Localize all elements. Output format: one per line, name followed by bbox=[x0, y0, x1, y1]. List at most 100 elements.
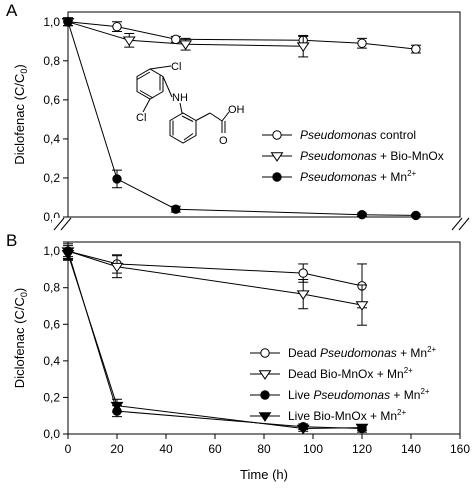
data-point bbox=[298, 268, 308, 278]
break-slash bbox=[60, 217, 72, 231]
y-tick-label: 0,6 bbox=[43, 317, 60, 331]
data-point bbox=[296, 290, 310, 300]
bond bbox=[209, 112, 223, 122]
legend-item: Dead Pseudomonas + Mn2+ bbox=[250, 345, 437, 360]
double-bond bbox=[183, 133, 194, 141]
x-tick-label: 140 bbox=[401, 442, 421, 456]
axis-break bbox=[52, 217, 472, 231]
bond bbox=[221, 111, 230, 122]
series-line bbox=[67, 21, 416, 50]
data-point bbox=[110, 262, 124, 273]
y-tick-label: 0,8 bbox=[43, 54, 60, 68]
bond bbox=[149, 65, 172, 70]
series-0 bbox=[63, 17, 421, 54]
data-point bbox=[357, 209, 367, 220]
series-2 bbox=[63, 245, 367, 434]
y-axis-title: Diclofenac (C/C0) bbox=[12, 288, 29, 388]
data-point bbox=[171, 204, 181, 214]
data-point bbox=[296, 42, 310, 53]
panel-label: B bbox=[6, 231, 17, 250]
y-tick-label: 1,0 bbox=[43, 15, 60, 29]
bond bbox=[179, 102, 183, 114]
legend-item: Live Pseudomonas + Mn2+ bbox=[250, 387, 430, 402]
data-point bbox=[355, 423, 369, 434]
data-point bbox=[171, 34, 181, 45]
legend-item: Dead Bio-MnOx + Mn2+ bbox=[250, 366, 413, 381]
y-tick-label: 1,0 bbox=[43, 244, 60, 258]
legend-label: Dead Bio-MnOx + Mn2+ bbox=[288, 366, 413, 381]
atom-label: O bbox=[219, 135, 228, 147]
x-axis-title: Time (h) bbox=[240, 467, 288, 482]
legend-marker bbox=[272, 172, 282, 182]
legend-item: Pseudomonas control bbox=[262, 128, 416, 142]
double-bond bbox=[181, 115, 194, 122]
legend-marker bbox=[272, 130, 282, 140]
series-line bbox=[67, 250, 363, 306]
data-point bbox=[63, 17, 73, 27]
series-0 bbox=[63, 243, 367, 309]
legend-label: Pseudomonas + Mn2+ bbox=[300, 169, 417, 184]
break-slash bbox=[53, 217, 65, 231]
panel-label: A bbox=[6, 1, 18, 20]
series-line bbox=[67, 21, 416, 216]
data-point bbox=[296, 424, 310, 435]
legend-marker bbox=[258, 412, 272, 422]
bond bbox=[162, 76, 173, 98]
x-tick-label: 160 bbox=[450, 442, 470, 456]
x-tick-label: 0 bbox=[65, 442, 72, 456]
x-tick-label: 20 bbox=[110, 442, 124, 456]
panel-b: B 0,0 0,2 0,4 0,6 0,8 1,0 Diclofenac (C/C0) 0 20 4… bbox=[6, 231, 470, 482]
series-2 bbox=[63, 17, 421, 221]
y-tick-label: 0,6 bbox=[43, 93, 60, 107]
x-tick-label: 60 bbox=[208, 442, 222, 456]
series-1 bbox=[61, 241, 369, 326]
data-point bbox=[357, 38, 367, 48]
data-point bbox=[112, 21, 122, 32]
data-point bbox=[411, 44, 421, 54]
series-line bbox=[67, 253, 363, 430]
x-tick-label: 120 bbox=[352, 442, 372, 456]
series-line bbox=[67, 21, 304, 47]
ring bbox=[136, 68, 164, 100]
y-tick-label: 0,2 bbox=[43, 171, 60, 185]
double-bond bbox=[136, 71, 151, 80]
atom-label: Cl bbox=[171, 61, 181, 73]
atom-label: Cl bbox=[136, 112, 146, 124]
data-point bbox=[179, 40, 193, 51]
atom-label: OH bbox=[228, 104, 245, 116]
data-point bbox=[61, 250, 75, 260]
x-tick-label: 40 bbox=[159, 442, 173, 456]
plot-frame bbox=[67, 11, 461, 218]
break-slash bbox=[458, 217, 470, 231]
ring bbox=[169, 112, 197, 144]
legend-label: Live Bio-MnOx + Mn2+ bbox=[288, 408, 406, 423]
series-3 bbox=[61, 247, 369, 435]
series-1 bbox=[61, 17, 310, 58]
legend-item: Pseudomonas + Bio-MnOx bbox=[262, 149, 444, 163]
legend-item: Live Bio-MnOx + Mn2+ bbox=[250, 408, 406, 423]
data-point bbox=[355, 301, 369, 311]
legend-label: Pseudomonas + Bio-MnOx bbox=[300, 149, 444, 163]
legend-marker bbox=[258, 370, 272, 380]
y-tick-label: 0,4 bbox=[43, 354, 60, 368]
legend-marker bbox=[260, 348, 270, 358]
y-axis-title: Diclofenac (C/C0) bbox=[12, 64, 29, 164]
legend-label: Pseudomonas control bbox=[300, 128, 416, 142]
legend-label: Live Pseudomonas + Mn2+ bbox=[288, 387, 430, 402]
y-tick-label: 0,4 bbox=[43, 132, 60, 146]
y-tick-label: 0,0 bbox=[43, 427, 60, 441]
data-point bbox=[110, 401, 124, 412]
legend-item: Pseudomonas + Mn2+ bbox=[262, 169, 417, 184]
legend-marker bbox=[260, 390, 270, 400]
x-tick-label: 80 bbox=[257, 442, 271, 456]
series-line bbox=[67, 250, 363, 287]
bond bbox=[195, 112, 211, 121]
y-tick-label: 0,2 bbox=[43, 390, 60, 404]
data-point bbox=[122, 36, 136, 47]
data-point bbox=[411, 210, 421, 221]
legend-label: Dead Pseudomonas + Mn2+ bbox=[288, 345, 437, 360]
diclofenac-structure: Cl NH Cl OH O bbox=[136, 61, 245, 147]
